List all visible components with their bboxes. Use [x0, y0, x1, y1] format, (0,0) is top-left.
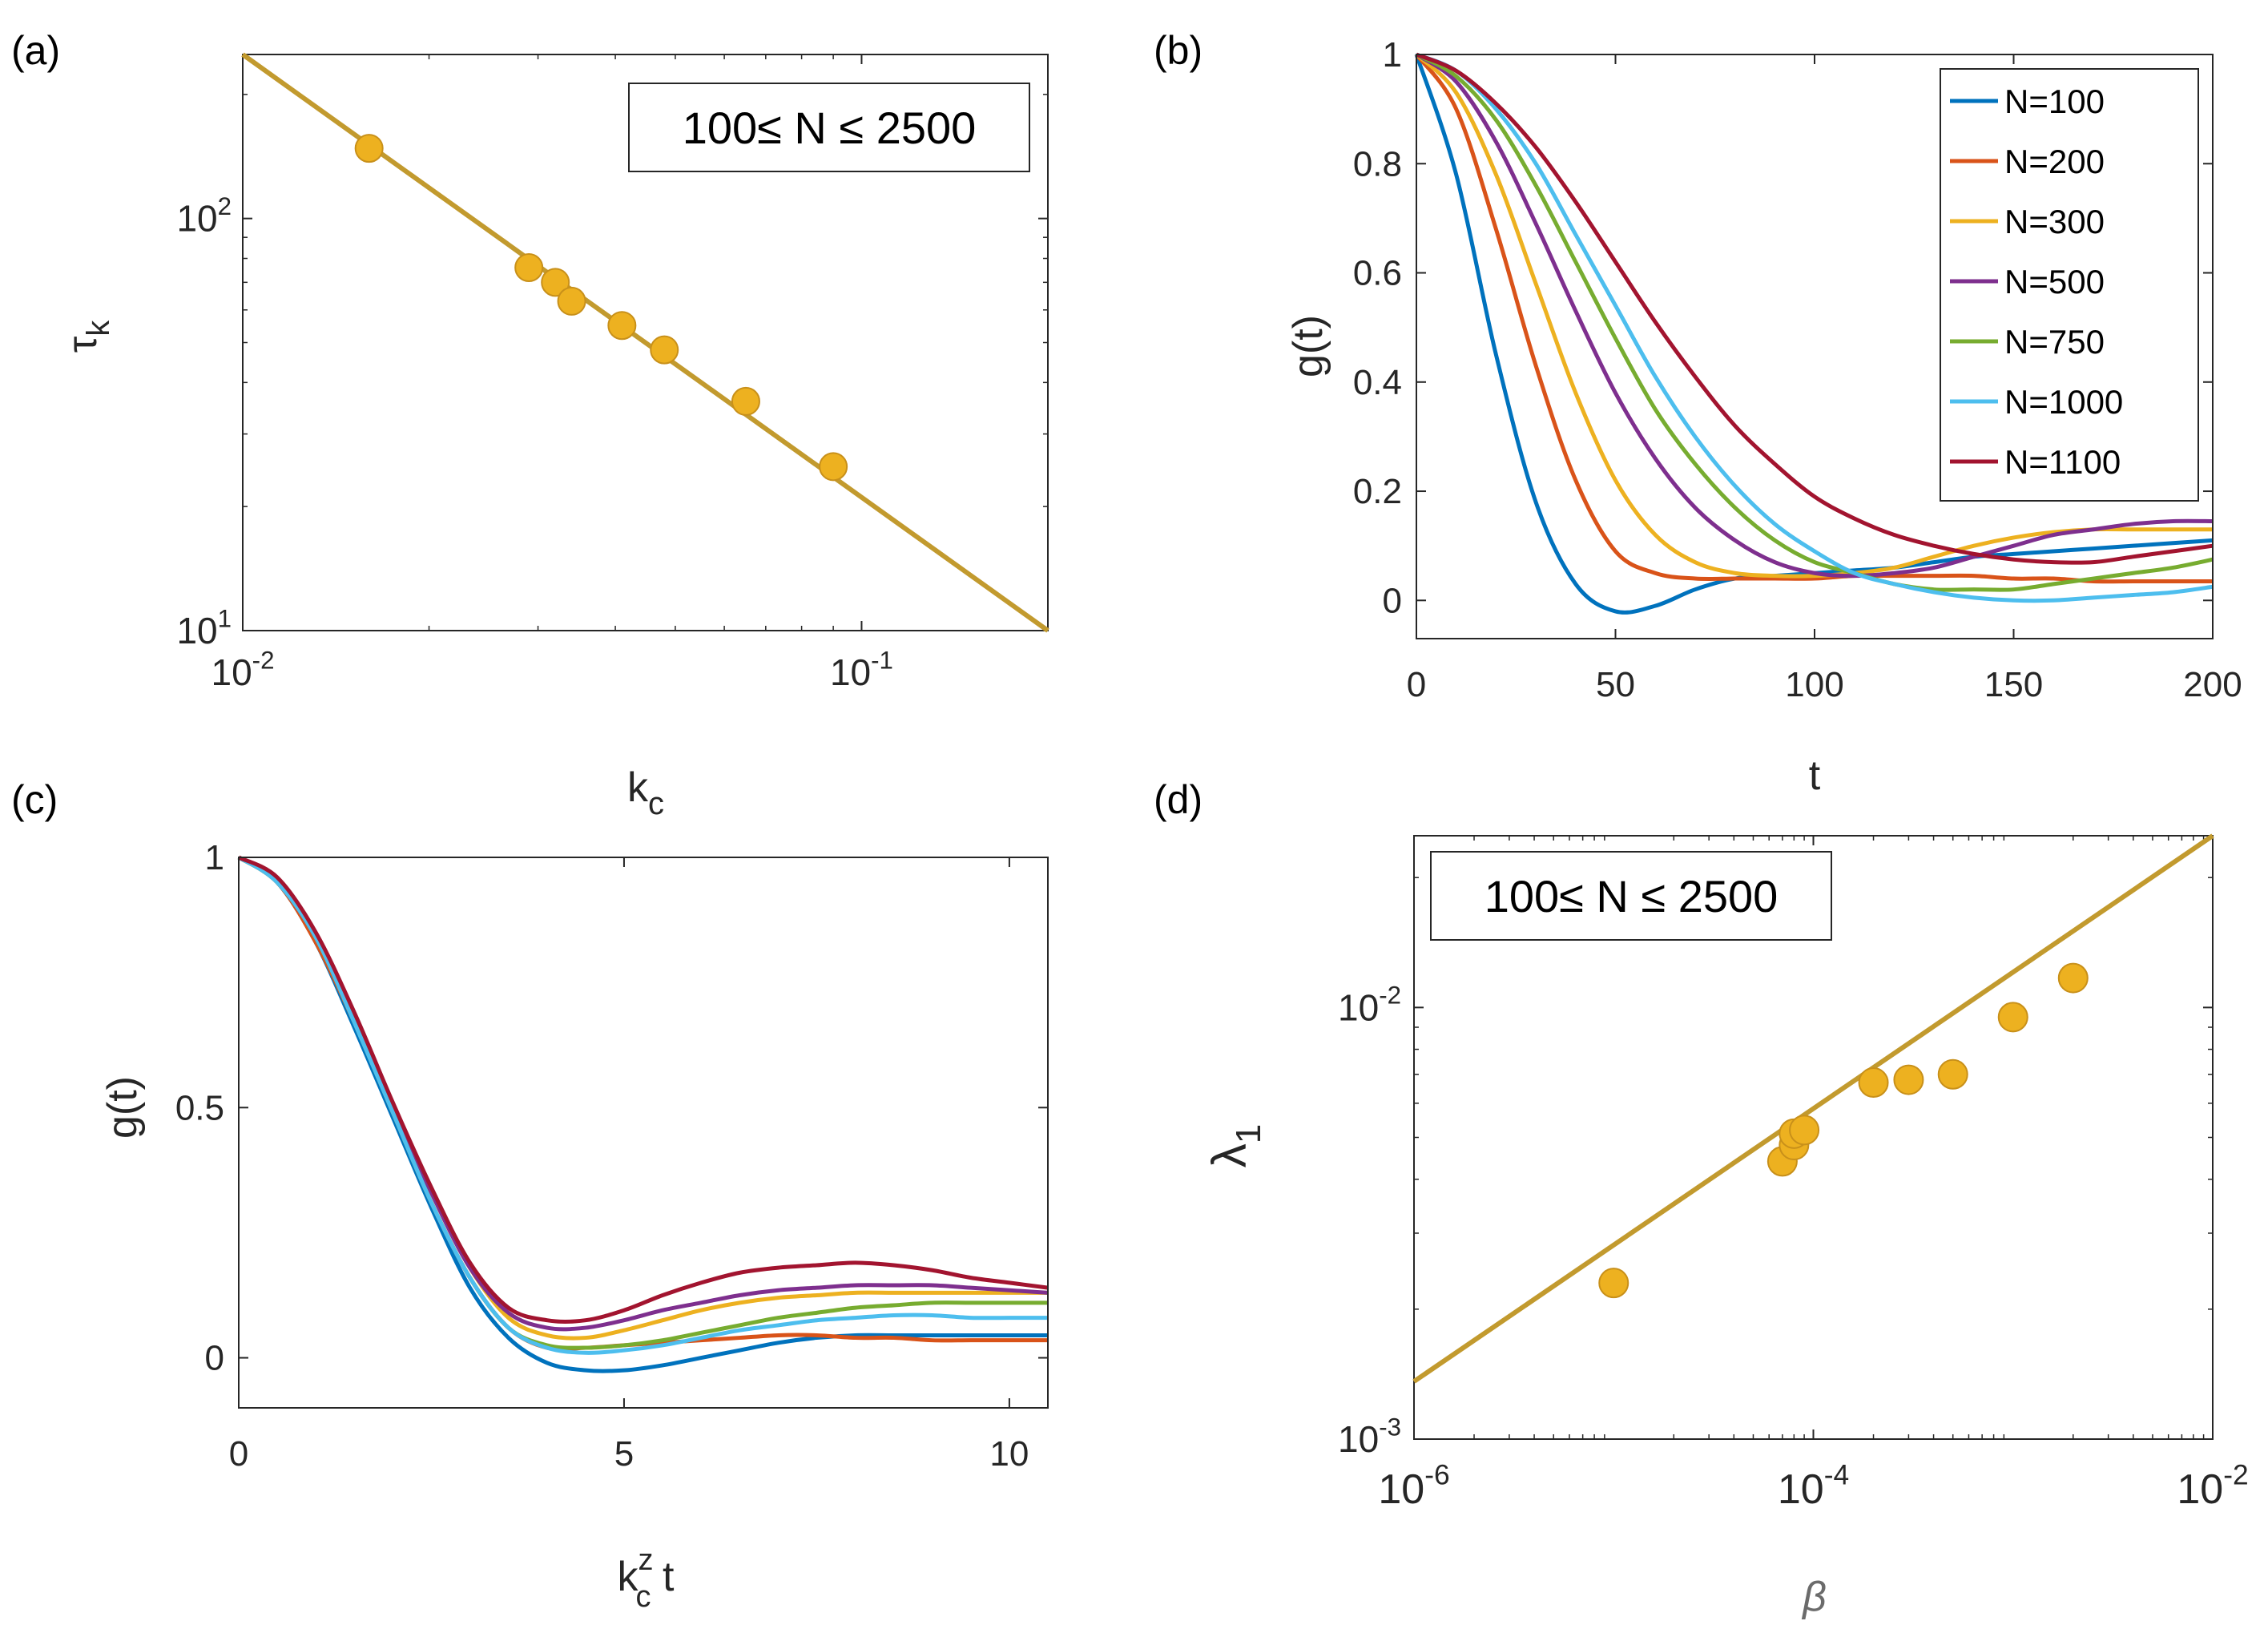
a-data-point-7 [819, 452, 848, 482]
d-xtick-label-0: 10-6 [1378, 1460, 1449, 1513]
b-ytick-label-0: 0 [1383, 581, 1402, 620]
b-xtick-label-2: 100 [1785, 665, 1843, 704]
a-data-point-1 [514, 252, 544, 282]
panel-a: (a) 10-2 10-1 101 102 100≤ N ≤ 2500 kc τk [11, 28, 1049, 821]
b-legend-label-3: N=500 [2004, 263, 2105, 300]
b-series-n-750 [1415, 52, 2214, 592]
panel-label-a: (a) [11, 28, 60, 73]
b-series-n-1000 [1416, 52, 2214, 603]
c-series-n-200 [237, 855, 1048, 1352]
c-series-n-500 [237, 855, 1049, 1332]
b-xlabel: t [1809, 752, 1821, 799]
d-annotation-box [1430, 851, 1832, 941]
b-xtick-label-0: 0 [1407, 665, 1426, 704]
c-xtick-label-1: 5 [614, 1434, 634, 1474]
b-ytick-label-1: 0.2 [1353, 472, 1402, 511]
b-legend-label-6: N=1100 [2004, 443, 2121, 481]
a-annotation-text: 100≤ N ≤ 2500 [683, 103, 977, 153]
a-ylabel: τk [59, 320, 116, 353]
d-data-point-0 [1598, 1268, 1629, 1299]
a-annotation-box [628, 83, 1030, 172]
b-ytick-label-4: 0.8 [1353, 144, 1402, 183]
b-legend-label-1: N=200 [2004, 143, 2105, 180]
d-data-point-6 [1893, 1064, 1924, 1095]
d-data-point-8 [1997, 1002, 2028, 1033]
c-xtick-label-2: 10 [989, 1434, 1029, 1474]
d-data-point-9 [2057, 962, 2089, 994]
c-series-n-1100 [237, 855, 1049, 1324]
b-legend-label-2: N=300 [2004, 203, 2105, 240]
a-data-point-0 [354, 134, 384, 163]
b-ylabel: g(t) [1285, 315, 1331, 377]
c-series-n-750 [237, 855, 1048, 1350]
panel-b: (b) 0 50 100 150 200 0 0.2 0.4 0.6 0.8 1 N=100 N=200… [1154, 28, 2242, 799]
b-series-n-500 [1415, 52, 2214, 579]
d-xlabel: β [1801, 1574, 1827, 1620]
b-series-n-1100 [1416, 52, 2214, 565]
b-series-n-200 [1414, 53, 2213, 584]
panel-label-c: (c) [11, 777, 58, 822]
a-xtick-label-1: 10-1 [830, 646, 893, 693]
a-ytick-label-1: 102 [176, 192, 232, 240]
panel-c: (c) 0 5 10 0 0.5 1 kz c t g(t) [11, 777, 1049, 1614]
b-ytick-label-3: 0.6 [1353, 254, 1402, 293]
b-legend-label-0: N=100 [2004, 83, 2105, 120]
d-ytick-label-0: 10-3 [1338, 1413, 1401, 1460]
d-xtick-label-1: 10-4 [1778, 1460, 1849, 1513]
c-ytick-label-1: 0.5 [175, 1088, 224, 1127]
c-ylabel: g(t) [99, 1076, 146, 1139]
c-ytick-label-0: 0 [205, 1339, 224, 1378]
b-ytick-label-2: 0.4 [1353, 363, 1402, 402]
d-data-point-5 [1858, 1067, 1889, 1099]
d-fit-line [1412, 833, 2214, 1384]
d-data-point-7 [1937, 1058, 1968, 1090]
b-ytick-label-5: 1 [1383, 35, 1402, 75]
a-data-point-2 [541, 268, 570, 297]
b-xtick-label-1: 50 [1596, 665, 1635, 704]
panel-d: (d) 10-6 10-4 10-2 10-3 10-2 100≤ N ≤ 2500 β λ1 [1154, 777, 2249, 1620]
d-data-point-4 [1789, 1115, 1820, 1146]
c-series-n-300 [237, 855, 1048, 1341]
a-data-point-4 [607, 311, 637, 341]
b-xtick-label-4: 200 [2183, 665, 2242, 704]
c-axes-frame [238, 857, 1049, 1409]
a-data-point-3 [557, 286, 586, 316]
panel-label-d: (d) [1154, 777, 1202, 822]
a-data-point-6 [731, 386, 760, 416]
c-xtick-label-0: 0 [229, 1434, 248, 1474]
d-annotation-text: 100≤ N ≤ 2500 [1484, 871, 1779, 921]
b-xtick-label-3: 150 [1984, 665, 2043, 704]
d-xtick-label-2: 10-2 [2177, 1460, 2248, 1513]
b-legend-label-5: N=1000 [2004, 383, 2123, 421]
d-ytick-label-1: 10-2 [1338, 982, 1401, 1029]
a-data-point-5 [650, 335, 679, 365]
d-ylabel: λ1 [1202, 1124, 1268, 1167]
c-xlabel: kz c t [618, 1543, 675, 1614]
b-legend-label-4: N=750 [2004, 323, 2105, 361]
c-ytick-label-2: 1 [205, 838, 224, 877]
panel-label-b: (b) [1154, 28, 1202, 73]
b-legend-box [1940, 68, 2199, 502]
a-xtick-label-0: 10-2 [211, 646, 275, 693]
a-xlabel: kc [627, 764, 664, 821]
a-ytick-label-0: 101 [176, 604, 232, 651]
c-series-n-1000 [237, 855, 1048, 1355]
